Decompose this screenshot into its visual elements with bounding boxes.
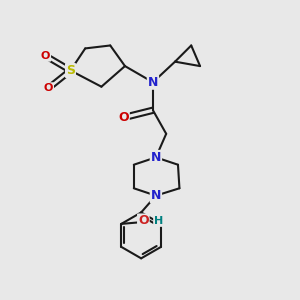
Text: H: H [154,216,163,226]
Text: N: N [148,76,158,89]
Text: N: N [151,151,161,164]
Text: O: O [118,111,129,124]
Text: O: O [138,214,149,227]
Text: O: O [44,83,53,93]
Text: S: S [66,64,75,77]
Text: O: O [41,51,50,61]
Text: N: N [151,189,161,202]
